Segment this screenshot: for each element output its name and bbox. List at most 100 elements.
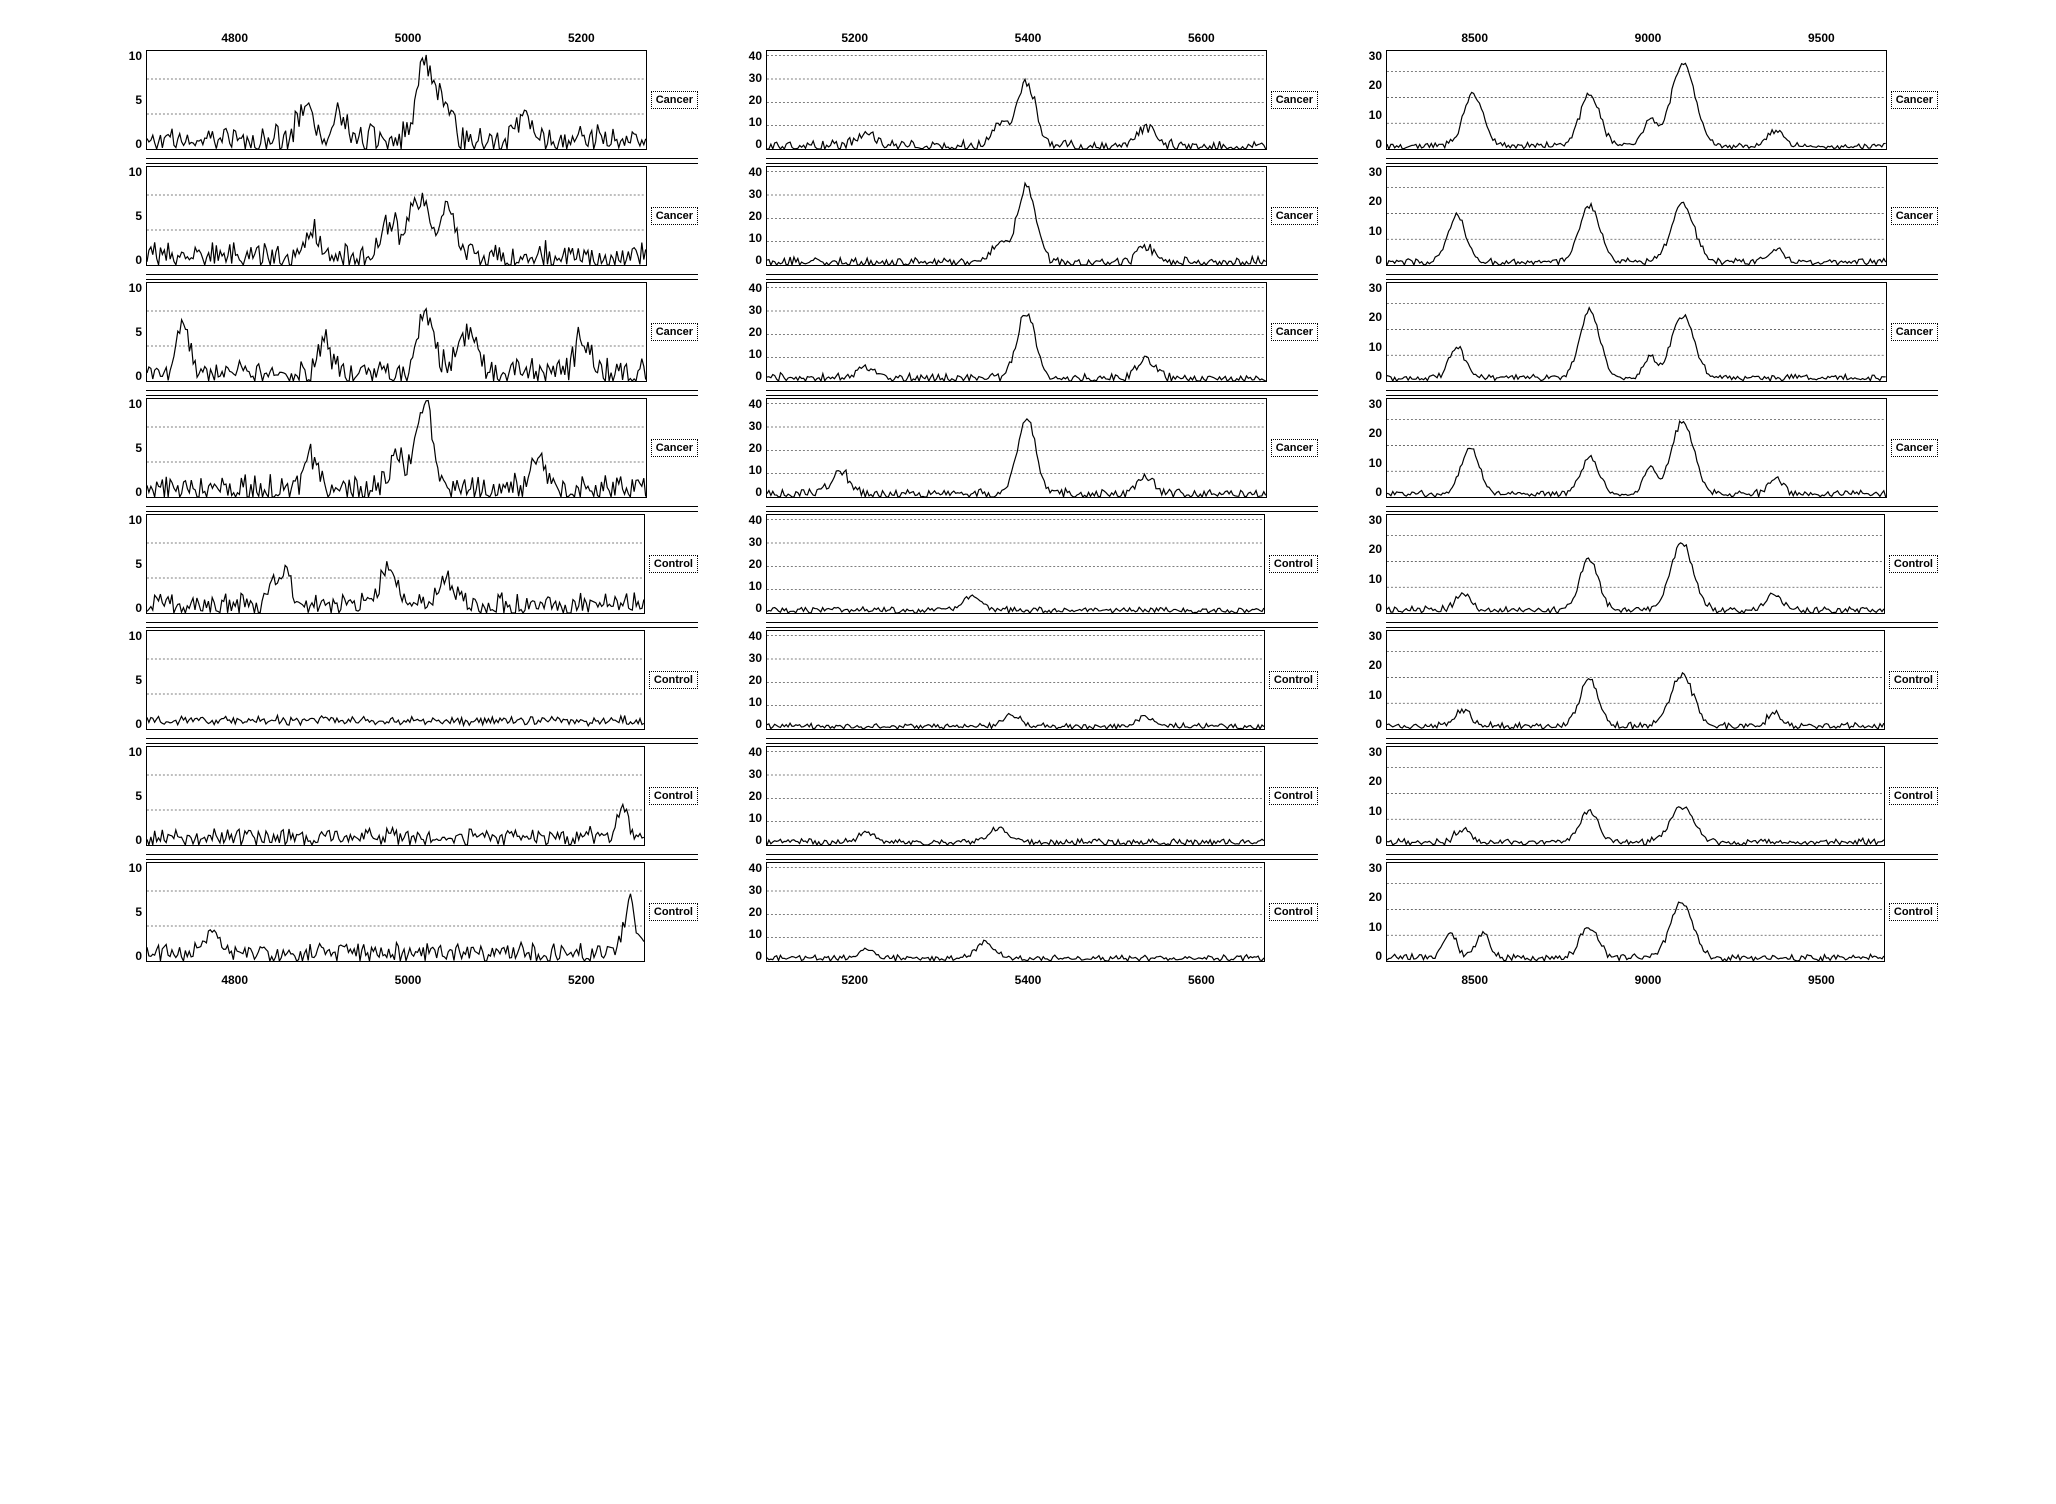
- y-tick-label: 40: [738, 630, 762, 642]
- panel-label: Cancer: [1891, 439, 1938, 457]
- y-tick-label: 10: [118, 50, 142, 62]
- spectrum-panel: 010203040Cancer: [738, 398, 1318, 498]
- y-tick-label: 20: [738, 94, 762, 106]
- spectrum-plot: [766, 862, 1265, 962]
- y-tick-label: 30: [738, 768, 762, 780]
- y-tick-label: 20: [738, 906, 762, 918]
- x-tick-label: 5200: [841, 973, 868, 987]
- y-axis: 010203040: [738, 514, 766, 614]
- y-tick-label: 0: [118, 138, 142, 150]
- spectrum-panel: 0102030Cancer: [1358, 166, 1938, 266]
- y-tick-label: 20: [738, 558, 762, 570]
- y-tick-label: 20: [1358, 659, 1382, 671]
- y-axis: 0102030: [1358, 514, 1386, 614]
- x-tick-label: 5600: [1188, 973, 1215, 987]
- spectrum-trace: [767, 714, 1264, 729]
- spectrum-panel: 0510Control: [118, 514, 698, 614]
- y-tick-label: 0: [738, 718, 762, 730]
- y-tick-label: 0: [1358, 718, 1382, 730]
- spectrum-trace: [1387, 902, 1884, 961]
- y-tick-label: 20: [1358, 891, 1382, 903]
- y-tick-label: 0: [118, 602, 142, 614]
- panel-label: Cancer: [651, 207, 698, 225]
- y-tick-label: 0: [738, 254, 762, 266]
- y-tick-label: 10: [1358, 341, 1382, 353]
- y-tick-label: 10: [738, 928, 762, 940]
- spectrum-plot: [766, 630, 1265, 730]
- y-tick-label: 0: [738, 950, 762, 962]
- y-tick-label: 10: [738, 812, 762, 824]
- spectrum-panel: 0102030Control: [1358, 630, 1938, 730]
- panel-label: Control: [1889, 787, 1938, 805]
- y-axis: 0102030: [1358, 50, 1386, 150]
- spectrum-trace: [147, 804, 644, 845]
- spectrum-trace: [1387, 308, 1886, 381]
- panel-separator: [1386, 622, 1938, 628]
- y-tick-label: 20: [738, 326, 762, 338]
- spectrum-plot: [146, 398, 647, 498]
- y-axis: 0102030: [1358, 166, 1386, 266]
- y-tick-label: 0: [1358, 370, 1382, 382]
- spectrum-panel: 010203040Control: [738, 630, 1318, 730]
- panel-separator: [766, 622, 1318, 628]
- panel-label: Control: [1889, 903, 1938, 921]
- x-tick-label: 9500: [1808, 31, 1835, 45]
- spectrum-trace: [1387, 543, 1884, 613]
- panel-label: Cancer: [651, 439, 698, 457]
- spectrum-trace: [1387, 63, 1886, 149]
- y-tick-label: 10: [118, 630, 142, 642]
- panel-separator: [766, 158, 1318, 164]
- panel-label: Cancer: [651, 323, 698, 341]
- panel-label: Cancer: [1271, 207, 1318, 225]
- y-tick-label: 0: [738, 370, 762, 382]
- y-axis: 0510: [118, 398, 146, 498]
- y-axis: 0102030: [1358, 862, 1386, 962]
- panel-label: Control: [1269, 671, 1318, 689]
- y-axis: 010203040: [738, 630, 766, 730]
- spectrum-panel: 0102030Cancer: [1358, 398, 1938, 498]
- panel-separator: [766, 390, 1318, 396]
- spectrum-panel: 010203040Control: [738, 862, 1318, 962]
- y-axis: 0102030: [1358, 282, 1386, 382]
- spectrum-panel: 0510Cancer: [118, 166, 698, 266]
- spectrum-trace: [767, 595, 1264, 613]
- y-tick-label: 10: [1358, 805, 1382, 817]
- y-tick-label: 0: [738, 602, 762, 614]
- x-tick-label: 4800: [221, 31, 248, 45]
- spectrum-trace: [147, 193, 646, 265]
- spectrum-trace: [767, 183, 1266, 265]
- spectrum-trace: [147, 401, 646, 497]
- y-tick-label: 10: [118, 862, 142, 874]
- y-tick-label: 30: [1358, 282, 1382, 294]
- y-tick-label: 10: [118, 282, 142, 294]
- x-axis-top: 480050005200: [118, 30, 698, 50]
- x-tick-label: 5000: [395, 31, 422, 45]
- x-tick-label: 4800: [221, 973, 248, 987]
- spectra-column-1: 520054005600010203040Cancer010203040Canc…: [738, 30, 1318, 988]
- y-tick-label: 0: [118, 486, 142, 498]
- panel-separator: [146, 506, 698, 512]
- y-axis: 0510: [118, 514, 146, 614]
- spectrum-plot: [1386, 630, 1885, 730]
- x-axis-bottom: 480050005200: [118, 968, 698, 988]
- y-tick-label: 10: [738, 232, 762, 244]
- spectrum-trace: [1387, 673, 1884, 729]
- spectrum-panel: 010203040Cancer: [738, 166, 1318, 266]
- spectrum-plot: [146, 630, 645, 730]
- spectrum-panel: 010203040Control: [738, 746, 1318, 846]
- y-tick-label: 10: [1358, 109, 1382, 121]
- spectrum-plot: [1386, 746, 1885, 846]
- spectrum-plot: [146, 282, 647, 382]
- panel-label: Cancer: [1891, 323, 1938, 341]
- y-tick-label: 10: [738, 696, 762, 708]
- y-tick-label: 20: [738, 442, 762, 454]
- y-tick-label: 5: [118, 790, 142, 802]
- spectrum-trace: [147, 715, 644, 725]
- spectrum-panel: 010203040Cancer: [738, 282, 1318, 382]
- spectrum-trace: [147, 55, 646, 149]
- y-tick-label: 30: [1358, 514, 1382, 526]
- x-tick-label: 9000: [1635, 31, 1662, 45]
- panel-label: Control: [649, 671, 698, 689]
- spectrum-plot: [146, 166, 647, 266]
- spectrum-panel: 0510Cancer: [118, 282, 698, 382]
